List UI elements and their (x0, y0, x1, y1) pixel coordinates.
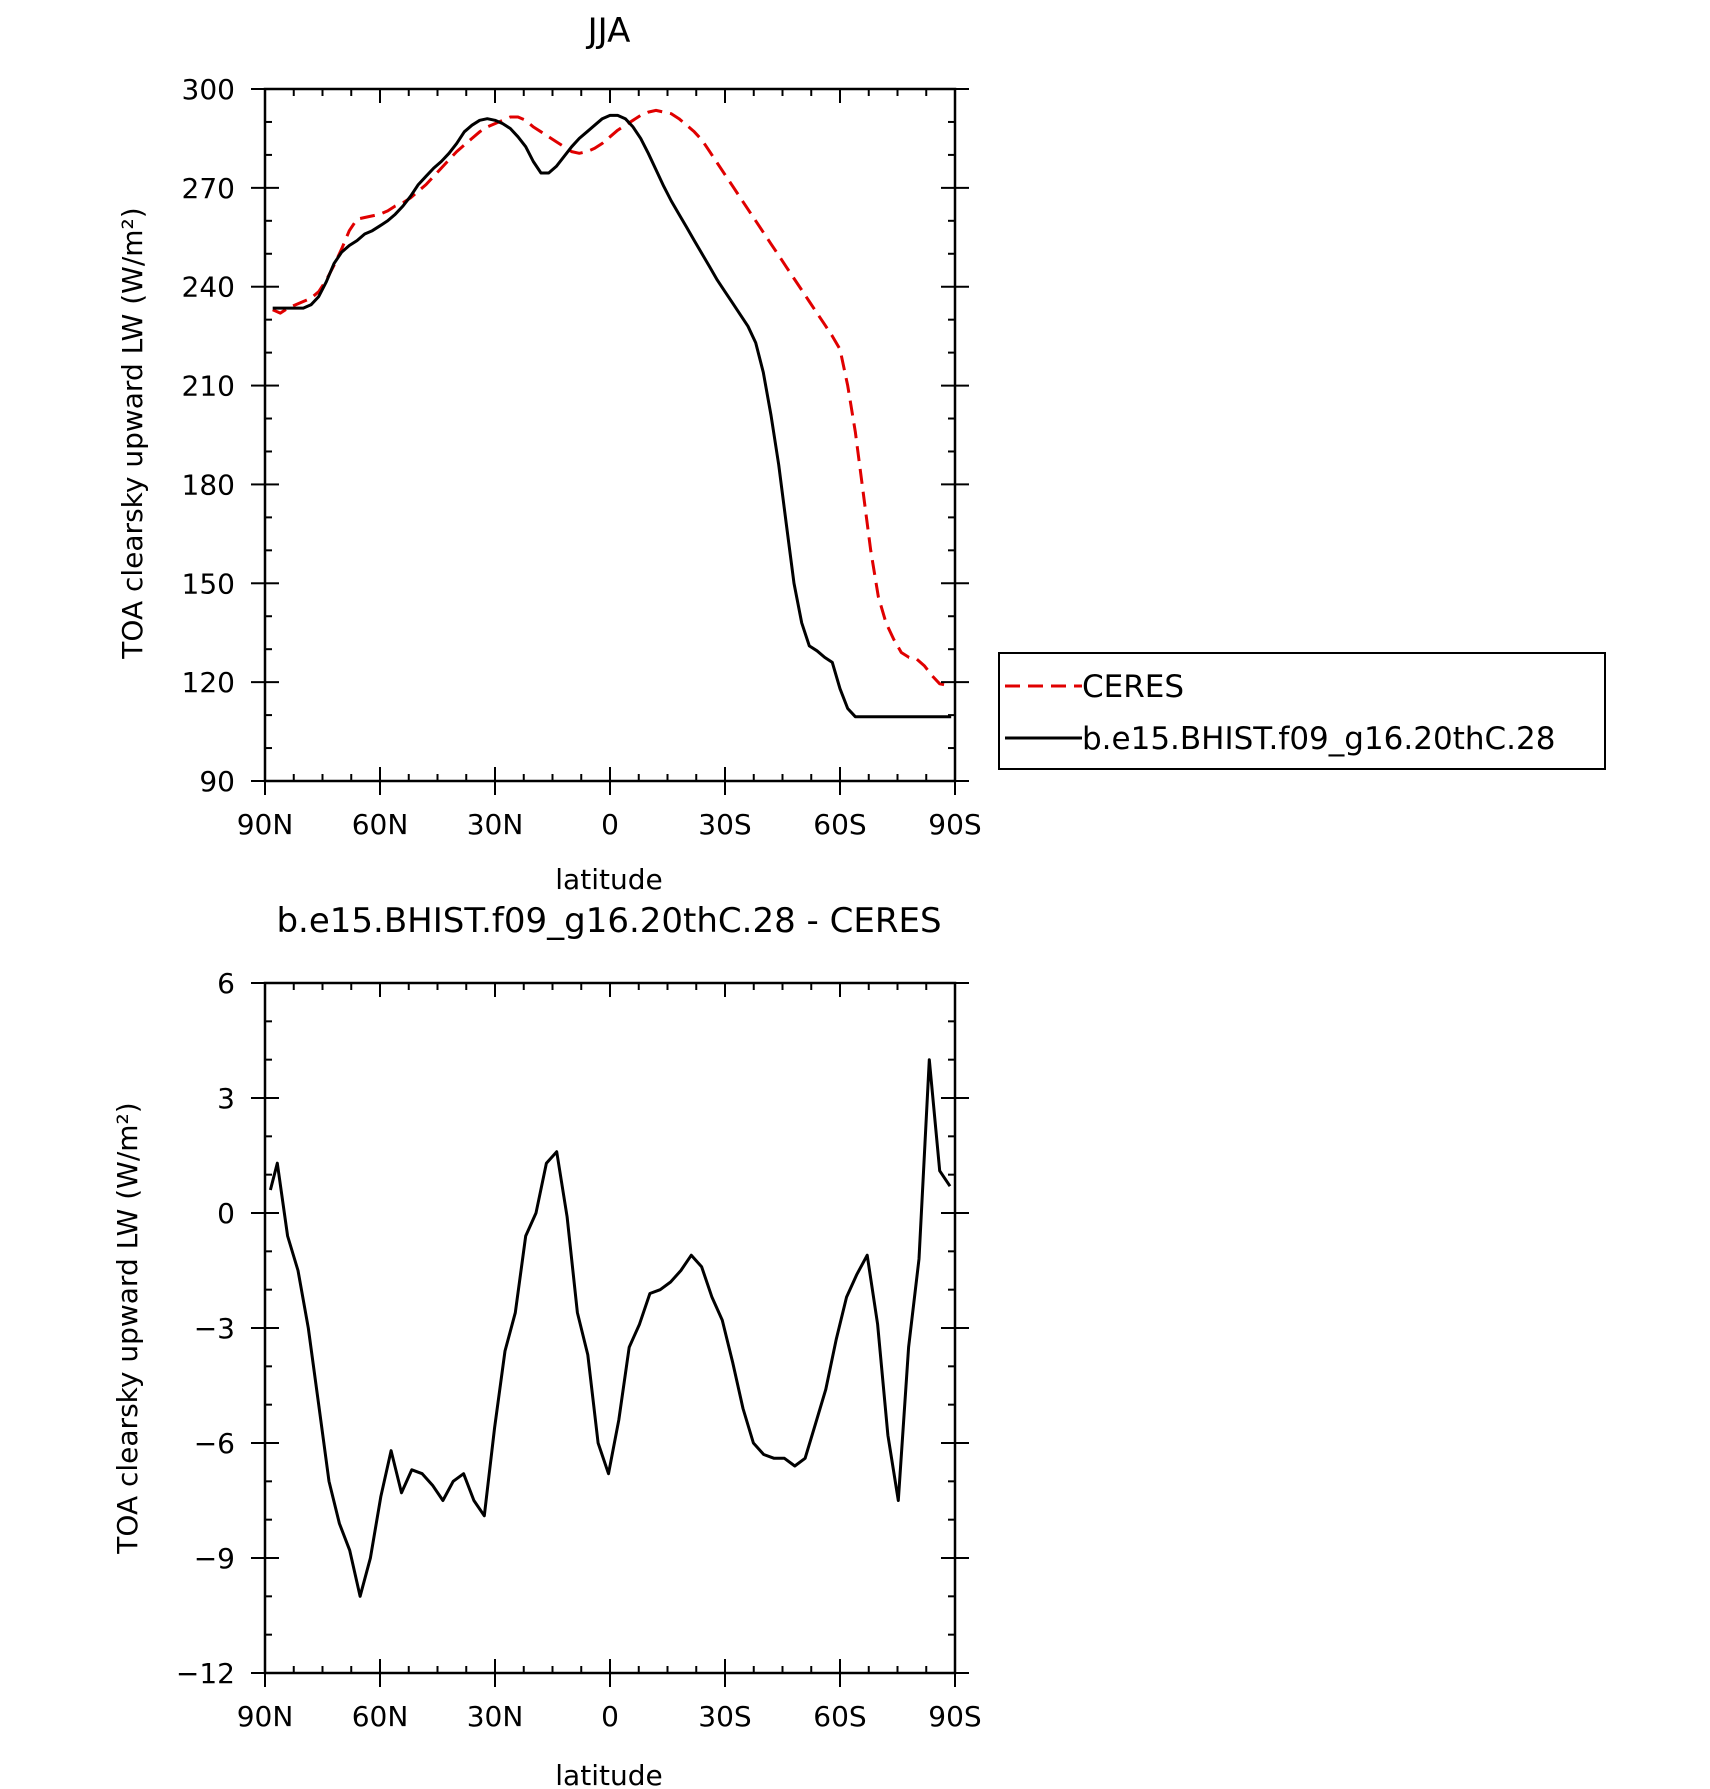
y-tick-label: 150 (182, 567, 235, 600)
y-tick-label: 120 (182, 666, 235, 699)
y-tick-label: −6 (194, 1427, 235, 1460)
y-tick-label: 3 (217, 1082, 235, 1115)
x-tick-label: 0 (601, 1700, 619, 1733)
x-tick-label: 0 (601, 808, 619, 841)
bottom-panel-ylabel: TOA clearsky upward LW (W/m²) (111, 1102, 144, 1554)
x-tick-label: 30N (467, 808, 524, 841)
x-tick-label: 60S (813, 808, 866, 841)
y-tick-label: 300 (182, 73, 235, 106)
top-panel-title: JJA (586, 11, 631, 51)
panel-1-frame (263, 87, 957, 783)
top-panel-xlabel: latitude (555, 863, 662, 896)
y-tick-label: 90 (199, 765, 235, 798)
y-tick-label: 240 (182, 271, 235, 304)
bottom-panel-axes: 90N 60N 30N 0 30S 60S 90S −12 −9 −6 −3 0 3 6 (176, 967, 982, 1733)
y-tick-label: 0 (217, 1197, 235, 1230)
panel-1-series-2-line (272, 113, 952, 719)
y-tick-label: −3 (194, 1312, 235, 1345)
x-tick-label: 90S (928, 808, 981, 841)
x-tick-label: 90S (928, 1700, 981, 1733)
legend-box (998, 652, 1606, 770)
x-tick-label: 90N (237, 808, 294, 841)
bottom-panel-series-layer (268, 1058, 952, 1598)
top-panel-ylabel: TOA clearsky upward LW (W/m²) (116, 207, 149, 659)
y-tick-label: 180 (182, 468, 235, 501)
legend: CERES b.e15.BHIST.f09_g16.20thC.28 (998, 652, 1606, 770)
x-tick-label: 90N (237, 1700, 294, 1733)
x-tick-label: 60N (352, 1700, 409, 1733)
top-panel-series-layer (272, 108, 952, 719)
y-tick-label: 210 (182, 370, 235, 403)
panel-1-series-1-line (272, 108, 952, 687)
y-tick-label: −9 (194, 1542, 235, 1575)
legend-entry-model: b.e15.BHIST.f09_g16.20thC.28 (1082, 721, 1555, 757)
x-tick-label: 60S (813, 1700, 866, 1733)
x-tick-label: 30S (698, 808, 751, 841)
legend-entry-ceres: CERES (1082, 669, 1184, 705)
y-tick-label: −12 (176, 1657, 235, 1690)
y-tick-label: 270 (182, 172, 235, 205)
bottom-panel-title: b.e15.BHIST.f09_g16.20thC.28 - CERES (276, 901, 941, 941)
top-panel: JJA TOA clearsky upward LW (W/m²) latitu… (116, 11, 982, 896)
y-tick-label: 6 (217, 967, 235, 1000)
bottom-panel: b.e15.BHIST.f09_g16.20thC.28 - CERES TOA… (111, 901, 982, 1789)
x-tick-label: 30S (698, 1700, 751, 1733)
bottom-panel-xlabel: latitude (555, 1759, 662, 1789)
panel-2-series-1-line (268, 1058, 952, 1598)
x-tick-label: 30N (467, 1700, 524, 1733)
x-tick-label: 60N (352, 808, 409, 841)
top-panel-axes: 90N 60N 30N 0 30S 60S 90S 90 120 150 180 210 240 270 3… (182, 73, 982, 841)
